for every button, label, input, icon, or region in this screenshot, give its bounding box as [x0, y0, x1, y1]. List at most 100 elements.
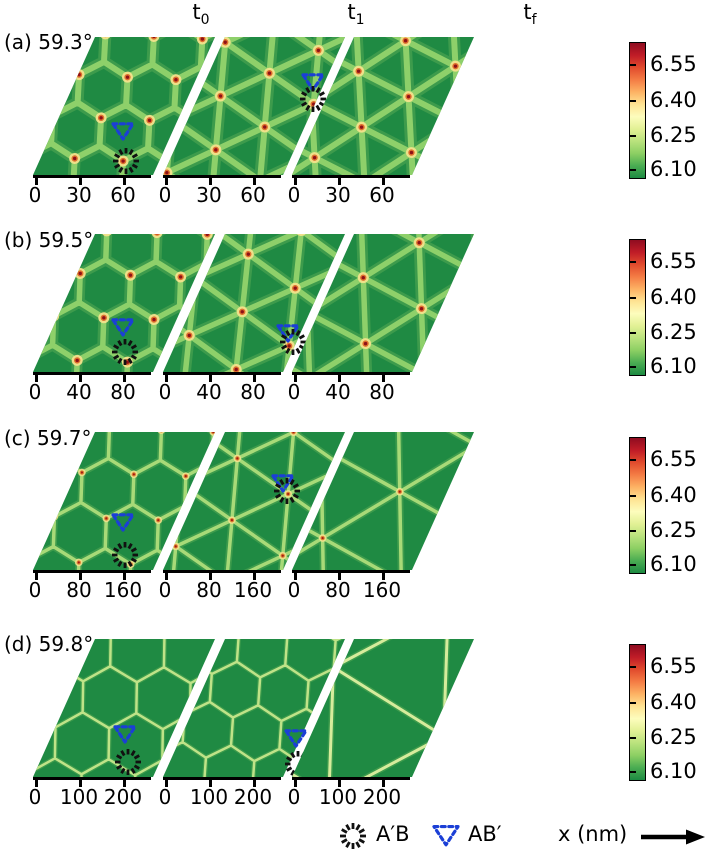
- tick-label: 80: [369, 380, 395, 404]
- colorbar: [629, 42, 646, 179]
- tick-label: 80: [110, 380, 136, 404]
- colorbar-tick-label: 6.10: [650, 552, 697, 576]
- x-axis-tick: [253, 780, 256, 787]
- tick-label: 0: [158, 578, 172, 602]
- x-axis-tick: [209, 573, 212, 580]
- row-label-b: (b) 59.5°: [4, 228, 94, 252]
- x-axis-line: [33, 175, 151, 178]
- x-axis-tick: [382, 178, 385, 185]
- x-axis-tick: [79, 780, 82, 787]
- dashed-circle-black-icon: [340, 823, 366, 849]
- colorbar-tick-label: 6.25: [650, 725, 697, 749]
- stacking-site-markers: [300, 73, 326, 112]
- x-axis-tick: [294, 780, 297, 787]
- colorbar-tick-label: 6.55: [650, 447, 697, 471]
- x-axis-tick: [123, 178, 126, 185]
- row-label-d: (d) 59.8°: [4, 632, 94, 656]
- x-axis-tick: [79, 573, 82, 580]
- tick-label: 30: [196, 183, 222, 207]
- panel-a-tf: [292, 37, 474, 175]
- stacking-site-markers: [113, 725, 141, 775]
- colorbar-tick-label: 6.10: [650, 354, 697, 378]
- colorbar-tick: [630, 701, 636, 705]
- colorbar-tick: [630, 458, 636, 462]
- panel-c-tf: [292, 432, 474, 570]
- x-axis-unit-label: x (nm): [558, 822, 628, 846]
- colorbar-tick-label: 6.25: [650, 518, 697, 542]
- tick-label: 100: [59, 785, 99, 809]
- x-axis-tick: [35, 573, 38, 580]
- tick-label: 80: [240, 380, 266, 404]
- panel-d-tf: [292, 639, 474, 777]
- stacking-site-markers: [111, 318, 138, 365]
- stacking-site-markers: [111, 122, 139, 174]
- stacking-site-markers: [111, 513, 138, 568]
- x-axis-tick: [165, 780, 168, 787]
- colorbar: [629, 644, 646, 781]
- tick-label: 0: [158, 785, 172, 809]
- x-axis-line: [163, 570, 281, 573]
- colorbar-tick: [630, 494, 636, 498]
- x-axis-line: [292, 175, 410, 178]
- tick-label: 0: [28, 183, 42, 207]
- colorbar-tick: [630, 99, 636, 103]
- tick-label: 160: [362, 578, 402, 602]
- x-axis-line: [33, 777, 151, 780]
- x-axis-tick: [209, 178, 212, 185]
- colorbar-tick: [630, 563, 636, 567]
- tick-label: 0: [28, 785, 42, 809]
- colorbar: [629, 437, 646, 574]
- x-axis-tick: [165, 178, 168, 185]
- x-axis-line: [33, 372, 151, 375]
- x-axis-tick: [294, 573, 297, 580]
- x-axis-tick: [35, 780, 38, 787]
- x-axis-tick: [382, 573, 385, 580]
- x-axis-tick: [253, 178, 256, 185]
- x-axis-line: [292, 372, 410, 375]
- tick-label: 0: [28, 578, 42, 602]
- tick-label: 200: [103, 785, 143, 809]
- x-axis-tick: [123, 375, 126, 382]
- colorbar-tick: [630, 529, 636, 533]
- colorbar-tick-label: 6.55: [650, 249, 697, 273]
- tick-label: 80: [325, 578, 351, 602]
- tick-label: 30: [325, 183, 351, 207]
- colorbar-tick: [630, 365, 636, 369]
- tick-label: 200: [362, 785, 402, 809]
- colorbar-tick: [630, 665, 636, 669]
- colorbar-tick: [630, 260, 636, 264]
- tick-label: 40: [325, 380, 351, 404]
- tick-label: 160: [233, 578, 273, 602]
- colorbar: [629, 239, 646, 376]
- colorbar-tick: [630, 168, 636, 172]
- row-label-c: (c) 59.7°: [4, 426, 92, 450]
- x-axis-tick: [79, 375, 82, 382]
- tick-label: 60: [369, 183, 395, 207]
- tick-label: 60: [240, 183, 266, 207]
- column-header-tf: tf: [523, 0, 537, 29]
- x-axis-tick: [165, 573, 168, 580]
- x-axis-tick: [209, 780, 212, 787]
- x-axis-tick: [123, 573, 126, 580]
- colorbar-tick-label: 6.40: [650, 690, 697, 714]
- tick-label: 60: [110, 183, 136, 207]
- x-axis-tick: [253, 375, 256, 382]
- tick-label: 80: [196, 578, 222, 602]
- x-axis-tick: [338, 573, 341, 580]
- x-axis-tick: [253, 573, 256, 580]
- stacking-site-markers: [276, 324, 306, 355]
- dashed-triangle-blue-icon: [432, 824, 460, 847]
- x-axis-tick: [338, 178, 341, 185]
- panel-c-t1: [163, 432, 345, 570]
- row-label-a: (a) 59.3°: [4, 30, 93, 54]
- legend-label-apb: A′B: [376, 822, 410, 846]
- colorbar-tick-label: 6.55: [650, 654, 697, 678]
- colorbar-tick-label: 6.25: [650, 123, 697, 147]
- colorbar-tick-label: 6.25: [650, 320, 697, 344]
- tick-label: 0: [287, 578, 301, 602]
- x-axis-tick: [294, 178, 297, 185]
- x-axis-tick: [209, 375, 212, 382]
- panel-b-tf: [292, 234, 474, 372]
- colorbar-tick: [630, 331, 636, 335]
- tick-label: 100: [318, 785, 358, 809]
